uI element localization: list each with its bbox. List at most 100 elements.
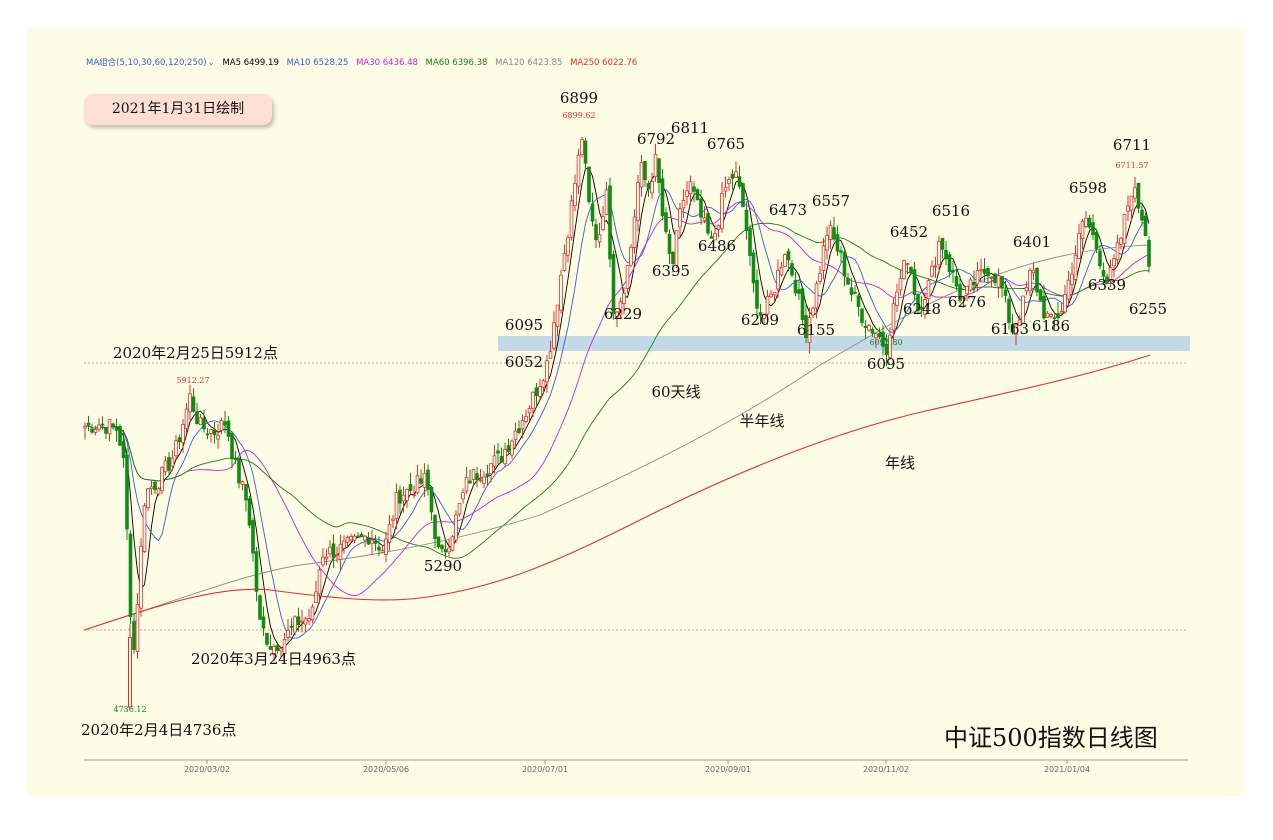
candle-up [415, 475, 420, 494]
candle-down [373, 540, 378, 544]
candle-up [503, 449, 507, 465]
candle-up [188, 393, 192, 413]
candle-up [867, 324, 871, 331]
candle-up [601, 216, 605, 230]
candle-up [286, 629, 290, 638]
candle-up [555, 304, 560, 328]
candle-up [975, 270, 980, 285]
candle-down [667, 233, 672, 254]
candle-down [230, 432, 234, 460]
candle-down [433, 515, 437, 540]
candle-up [573, 183, 577, 207]
candle-down [191, 396, 196, 412]
legend-ma30: MA30 6436.48 [356, 58, 418, 68]
candle-down [657, 158, 661, 184]
candle-up [898, 278, 903, 291]
candle-up [779, 266, 784, 276]
candle-up [1122, 213, 1127, 244]
candle-down [359, 533, 364, 537]
candle-down [660, 178, 665, 217]
candle-down [993, 273, 997, 284]
candle-up [629, 246, 633, 266]
candle-up [300, 620, 304, 623]
candle-up [674, 230, 679, 266]
trough-label: 6229 [604, 305, 642, 323]
candle-up [1070, 273, 1074, 285]
candle-up [905, 263, 910, 265]
candle-up [370, 539, 374, 544]
candle-up [888, 334, 892, 358]
candle-down [692, 186, 696, 192]
candle-up [384, 538, 388, 556]
candle-up [1077, 233, 1081, 260]
candle-up [1066, 279, 1071, 300]
candle-down [356, 535, 360, 538]
candle-up [1063, 294, 1067, 313]
candle-down [331, 543, 336, 559]
candle-up [520, 420, 525, 430]
candle-up [338, 543, 343, 560]
peak-label: 6899 [560, 89, 598, 107]
candle-down [832, 227, 836, 240]
candle-down [517, 428, 521, 434]
candle-down [909, 267, 913, 273]
x-tick-label: 2020/05/06 [363, 765, 409, 774]
candle-up [625, 265, 630, 289]
candle-down [1087, 217, 1092, 228]
candle-down [853, 291, 857, 294]
candle-up [335, 554, 339, 557]
candle-down [881, 331, 885, 347]
candle-up [965, 285, 969, 295]
candle-down [944, 249, 948, 260]
mark-low-label: 6095.80 [869, 338, 902, 347]
candle-up [933, 265, 938, 268]
candle-down [951, 269, 955, 273]
legend-group-label[interactable]: MA组合(5,10,30,60,120,250) [86, 58, 207, 68]
candle-up [1014, 324, 1018, 336]
candle-up [902, 260, 906, 279]
candle-up [345, 536, 350, 543]
trough-label: 6276 [948, 293, 986, 311]
x-tick-label: 2020/09/01 [705, 765, 751, 774]
candle-down [226, 420, 231, 437]
ma10-line [84, 189, 1150, 639]
candle-up [83, 426, 87, 429]
candle-up [310, 606, 315, 621]
candle-up [538, 386, 542, 397]
candle-down [646, 183, 651, 190]
candle-down [590, 203, 595, 222]
legend-ma60: MA60 6396.38 [425, 58, 488, 68]
legend-ma120: MA120 6423.85 [495, 58, 563, 68]
ma120-note: 半年线 [739, 412, 784, 430]
candle-up [716, 224, 721, 230]
candle-up [328, 546, 332, 555]
candle-up [170, 457, 175, 467]
candle-down [104, 428, 108, 434]
candle-up [1108, 267, 1113, 281]
candle-up [461, 492, 465, 500]
peak-label: 6473 [769, 201, 807, 219]
x-tick-label: 2020/03/02 [184, 765, 230, 774]
candle-up [209, 429, 213, 434]
legend-ma5: MA5 6499.19 [222, 58, 279, 68]
candle-up [139, 545, 143, 609]
candle-down [265, 632, 269, 645]
candle-up [524, 415, 528, 422]
chevron-down-icon[interactable]: ⌄ [207, 58, 215, 68]
peak-label: 6792 [637, 130, 675, 148]
candle-down [429, 486, 434, 513]
candle-down [706, 213, 710, 234]
candle-up [713, 233, 717, 241]
candle-up [734, 171, 738, 178]
ma60-note: 60天线 [651, 383, 700, 401]
candle-down [1101, 270, 1106, 277]
candle-up [765, 295, 770, 315]
candle-down [751, 252, 756, 284]
candle-up [198, 417, 203, 426]
candle-up [531, 391, 535, 409]
candle-up [891, 303, 896, 331]
note-feb04: 2020年2月4日4736点 [81, 721, 236, 739]
candle-down [863, 325, 868, 329]
candle-down [982, 268, 987, 274]
